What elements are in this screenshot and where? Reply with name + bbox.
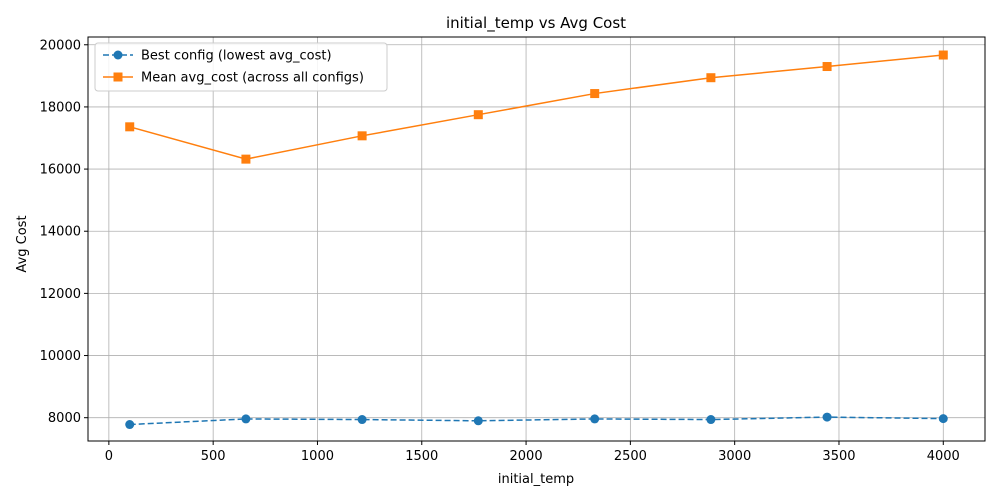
x-tick-label: 3000 (718, 449, 751, 464)
chart-title: initial_temp vs Avg Cost (446, 14, 626, 33)
x-tick-label: 2500 (614, 449, 647, 464)
y-tick-label: 20000 (40, 38, 81, 53)
ticks: 0 500 1000 1500 2000 2500 3000 3500 4000 8000 1000… (40, 38, 960, 464)
series-2-point (473, 110, 483, 120)
y-tick-label: 16000 (40, 163, 81, 178)
series-2-point (241, 154, 251, 164)
legend-box (94, 42, 388, 92)
series-1-point (706, 415, 716, 425)
y-tick-label: 8000 (48, 411, 81, 426)
y-tick-label: 18000 (40, 100, 81, 115)
series-2-point (938, 50, 948, 60)
y-tick-label: 10000 (40, 349, 81, 364)
x-tick-label: 500 (201, 449, 226, 464)
series-1-point (241, 414, 251, 424)
series-1-point (357, 415, 367, 425)
series-2-point (822, 62, 832, 72)
x-tick-label: 1500 (405, 449, 438, 464)
series-2-point (590, 89, 600, 99)
series-1-point (473, 416, 483, 426)
x-tick-label: 1000 (301, 449, 334, 464)
series-2-point (706, 73, 716, 83)
legend-marker-1 (113, 50, 123, 60)
x-tick-label: 0 (105, 449, 113, 464)
legend: Best config (lowest avg_cost) Mean avg_co… (94, 42, 388, 92)
y-tick-label: 14000 (40, 225, 81, 240)
series-layer (125, 50, 948, 430)
legend-label-2: Mean avg_cost (across all configs) (141, 71, 364, 86)
series-1-point (822, 412, 832, 422)
series-line-2 (129, 54, 944, 160)
plot-frame (87, 36, 986, 442)
y-axis-label: Avg Cost (15, 215, 30, 272)
x-axis-label: initial_temp (498, 472, 574, 487)
legend-marker-2 (113, 72, 123, 82)
series-1-point (938, 414, 948, 424)
series-2-point (357, 131, 367, 141)
series-2-point (125, 122, 135, 132)
series-line-1 (129, 416, 944, 426)
y-tick-label: 12000 (40, 287, 81, 302)
series-1-point (125, 420, 135, 430)
x-tick-label: 4000 (927, 449, 960, 464)
x-tick-label: 2000 (510, 449, 543, 464)
x-tick-label: 3500 (822, 449, 855, 464)
series-1-point (590, 414, 600, 424)
legend-label-1: Best config (lowest avg_cost) (141, 49, 332, 64)
